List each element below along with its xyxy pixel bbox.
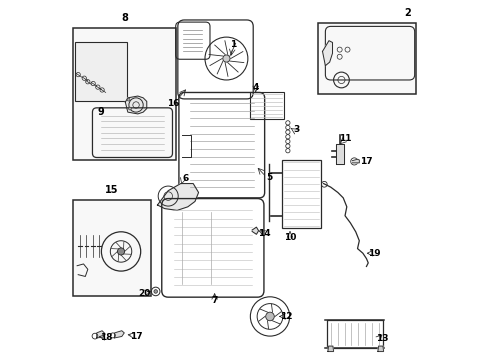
Circle shape	[118, 248, 124, 255]
Text: 2: 2	[404, 8, 411, 18]
Polygon shape	[157, 184, 198, 210]
Text: 3: 3	[294, 126, 299, 135]
Text: 1: 1	[230, 40, 236, 49]
Polygon shape	[336, 144, 344, 164]
Text: 20: 20	[138, 289, 150, 298]
Circle shape	[154, 290, 157, 293]
Bar	[327, 320, 383, 348]
Polygon shape	[352, 159, 359, 163]
Polygon shape	[378, 346, 384, 351]
Circle shape	[266, 312, 274, 321]
Text: 17: 17	[130, 332, 143, 341]
Circle shape	[128, 107, 131, 110]
Text: 4: 4	[252, 83, 259, 92]
Polygon shape	[97, 331, 105, 338]
Text: 8: 8	[121, 13, 128, 23]
Text: 14: 14	[258, 229, 271, 238]
Bar	[249, 93, 284, 119]
Text: 17: 17	[360, 157, 373, 166]
Polygon shape	[115, 331, 124, 338]
Text: 9: 9	[98, 107, 104, 117]
Circle shape	[223, 55, 230, 62]
Polygon shape	[252, 227, 259, 234]
Text: 19: 19	[368, 249, 381, 258]
Text: 11: 11	[339, 134, 351, 143]
Text: 13: 13	[376, 334, 389, 343]
Polygon shape	[322, 41, 333, 66]
Text: 12: 12	[280, 312, 293, 321]
Bar	[73, 28, 176, 160]
Text: 6: 6	[183, 174, 189, 183]
Text: 10: 10	[284, 233, 296, 242]
Bar	[318, 23, 416, 94]
Bar	[73, 200, 151, 296]
Text: 15: 15	[105, 185, 119, 195]
Text: 16: 16	[167, 99, 179, 108]
Circle shape	[127, 98, 130, 101]
Bar	[282, 160, 321, 228]
Text: 7: 7	[212, 296, 218, 305]
Polygon shape	[125, 96, 147, 114]
Text: 5: 5	[266, 173, 272, 182]
Polygon shape	[328, 346, 334, 351]
Bar	[75, 42, 127, 102]
Text: 18: 18	[100, 333, 113, 342]
